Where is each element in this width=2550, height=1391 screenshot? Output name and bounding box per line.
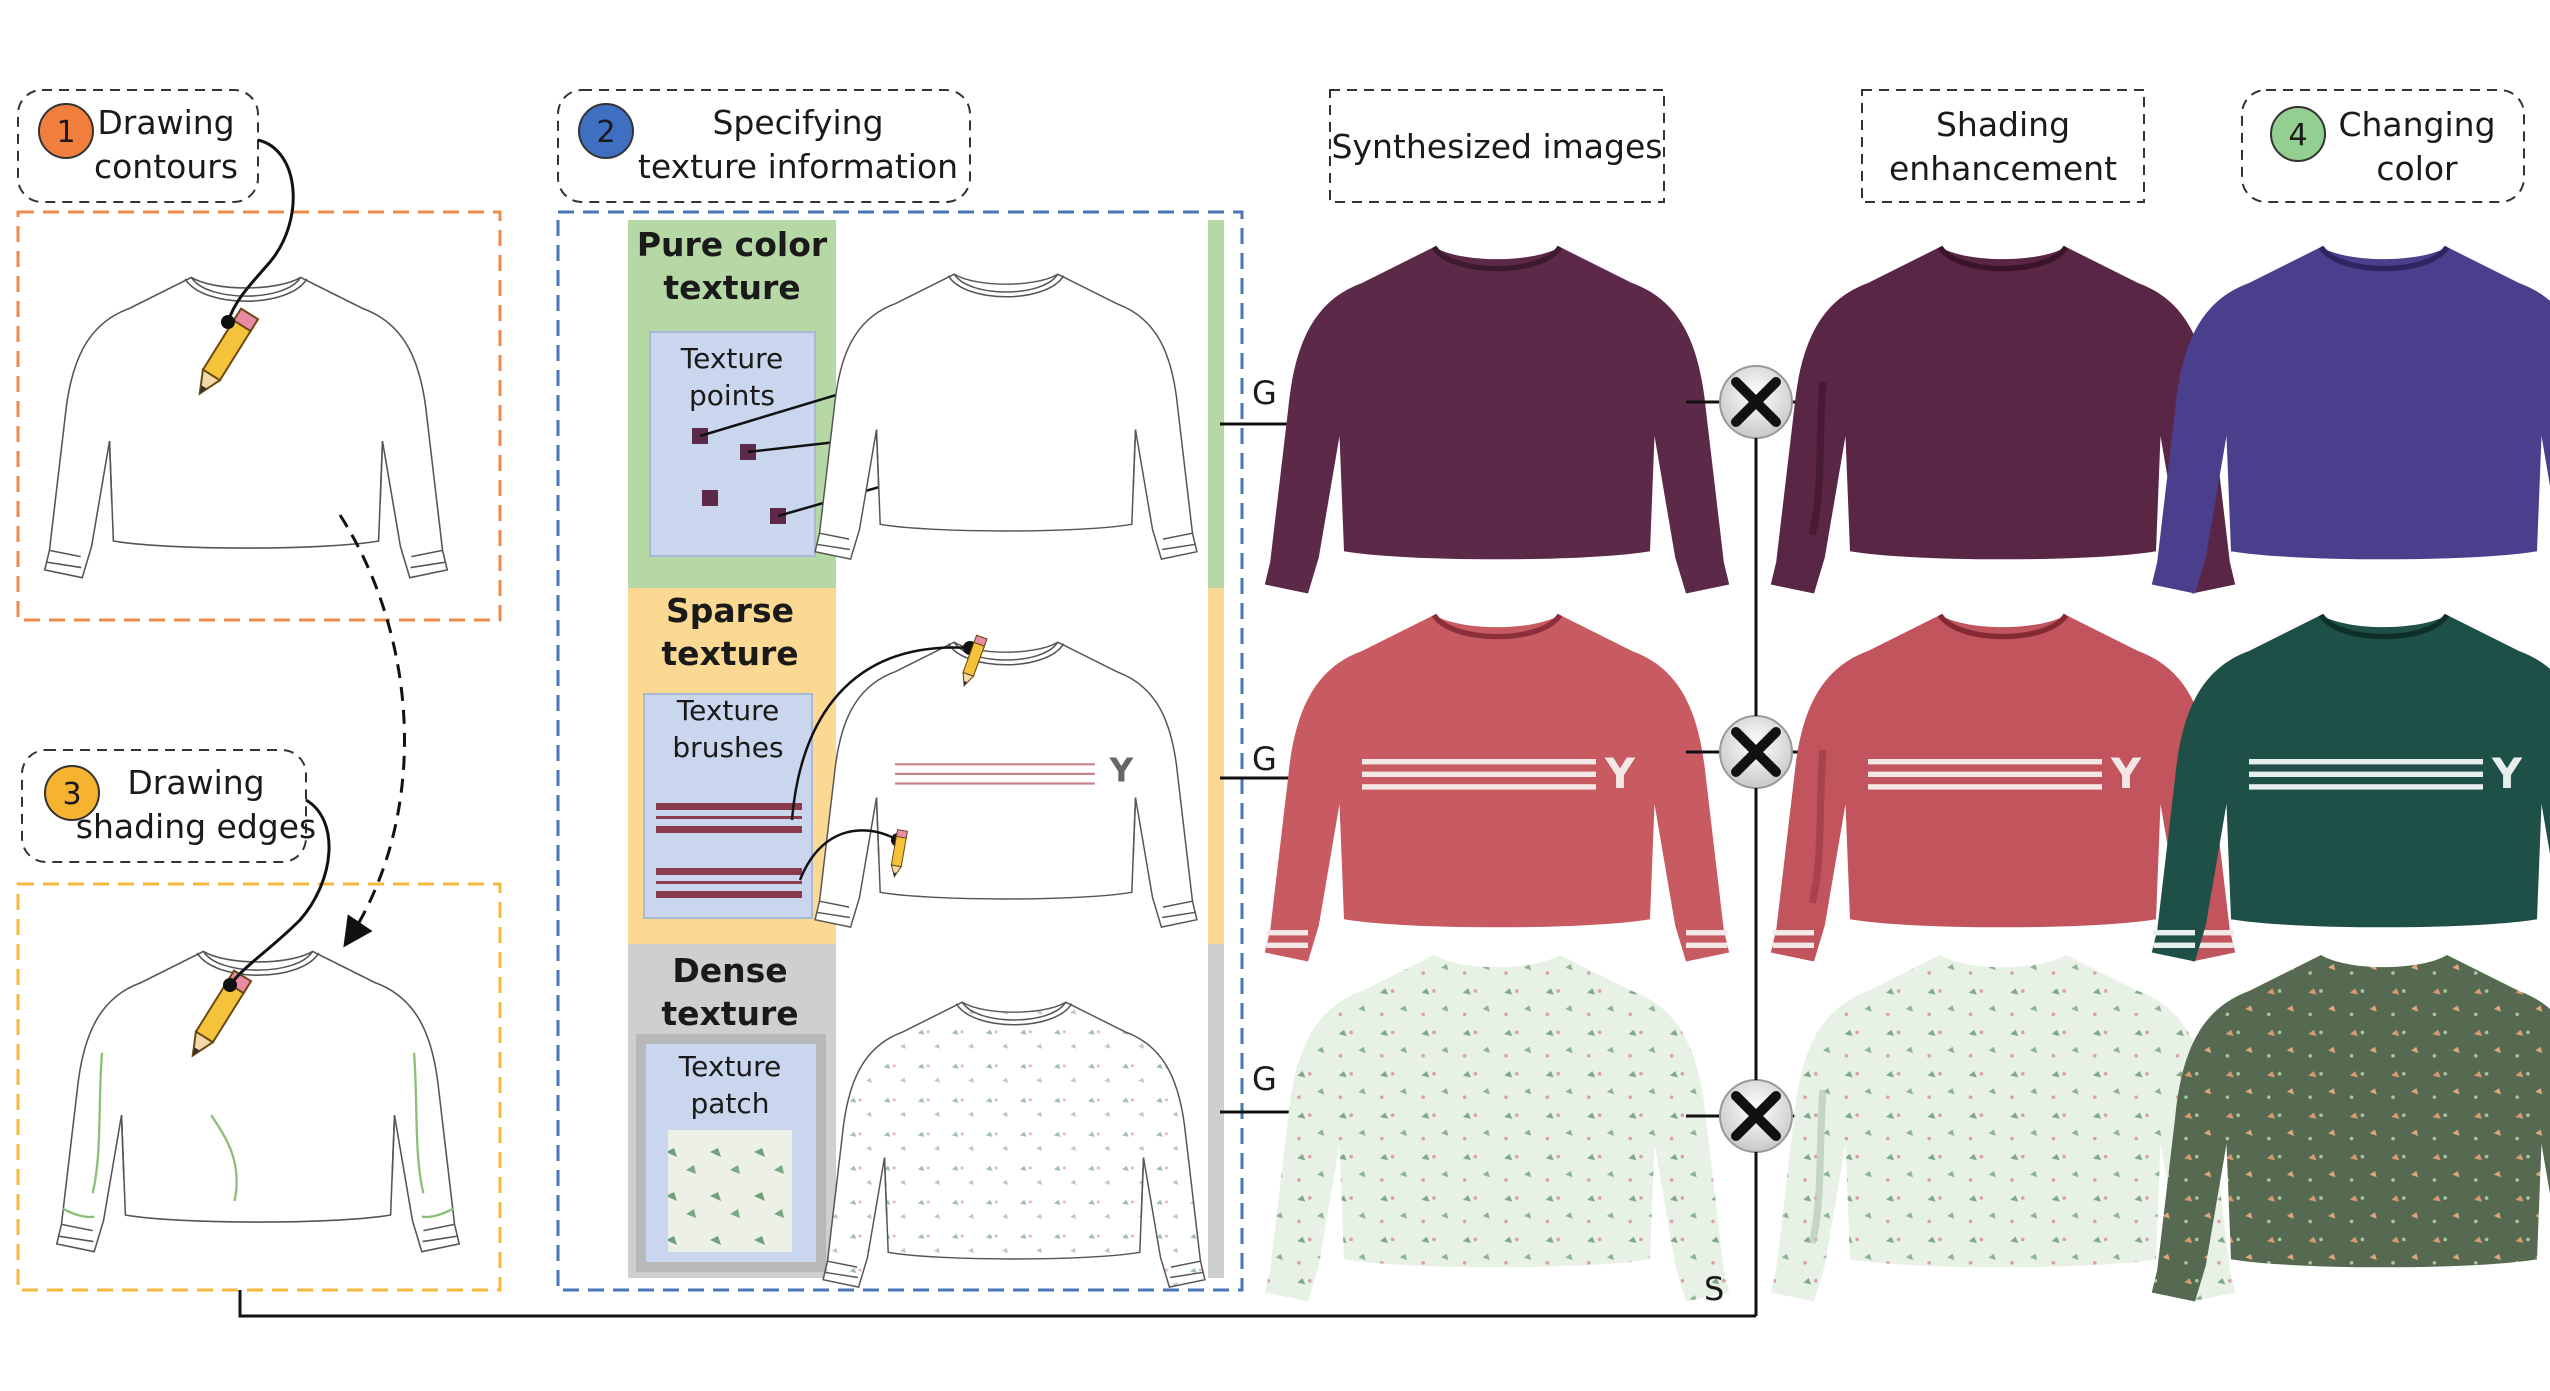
step3-number: 3 [62, 777, 81, 812]
header-shading: Shading enhancement [1861, 89, 2145, 203]
step3-label: 3 Drawing shading edges [21, 749, 317, 863]
synth-plum-sweater [1264, 245, 1730, 594]
pure-color-title-line2: texture [663, 268, 800, 307]
brush-link-2 [798, 829, 899, 881]
g-label-2: G [1252, 740, 1277, 778]
synth-coral-sweater: Y [1264, 613, 1730, 962]
sparse-strip [1208, 588, 1224, 944]
step2-title-line2: texture information [638, 147, 958, 186]
texture-patch-line2: patch [690, 1087, 769, 1120]
header-synthesized-text: Synthesized images [1332, 127, 1663, 166]
pure-color-sketch-sweater [814, 273, 1198, 560]
step1-number-badge [38, 103, 94, 159]
dense-title-line1: Dense [672, 951, 787, 990]
step1-number: 1 [56, 115, 75, 150]
step1-title-line1: Drawing [97, 103, 234, 142]
step4-title-line2: color [2376, 149, 2458, 188]
brush-stripes [656, 803, 802, 898]
pure-color-strip [1208, 220, 1224, 588]
step2-number-badge [578, 103, 634, 159]
texture-patch-line1: Texture [678, 1050, 782, 1083]
texture-points-line2: points [689, 379, 775, 412]
dense-sketch-sweater [822, 1001, 1206, 1288]
shading-sketch-sweater [55, 950, 461, 1253]
texture-patch-swatch [668, 1130, 792, 1252]
g-label-1: G [1252, 374, 1277, 412]
step4-label: 4 Changing color [2241, 89, 2525, 203]
step2-label: 2 Specifying texture information [557, 89, 971, 203]
recolor-indigo-sweater [2151, 245, 2550, 594]
step4-number: 4 [2288, 118, 2307, 153]
sparse-sketch-sweater: Y [814, 641, 1198, 928]
pure-color-title-line1: Pure color [637, 225, 828, 264]
recolor-teal-sweater: Y [2151, 613, 2550, 962]
texture-brushes-line1: Texture [676, 694, 780, 727]
step2-number: 2 [596, 115, 615, 150]
s-label: S [1704, 1270, 1724, 1308]
step3-number-badge [44, 765, 100, 821]
g-label-3: G [1252, 1060, 1277, 1098]
header-shading-line1: Shading [1936, 105, 2070, 144]
step4-number-badge [2270, 106, 2326, 162]
contour-pointer-line [226, 138, 295, 323]
dense-title-line2: texture [661, 994, 798, 1033]
texture-points-line1: Texture [680, 342, 784, 375]
shading-pointer-line [228, 798, 331, 986]
contour-to-shading-arrow [338, 514, 406, 948]
header-shading-line2: enhancement [1889, 149, 2117, 188]
shading-feed-line [238, 1290, 1756, 1318]
header-synthesized: Synthesized images [1329, 89, 1665, 203]
texture-info-frame [556, 210, 1244, 1292]
sparse-title-line2: texture [661, 634, 798, 673]
shading-pointer-dot [223, 978, 237, 992]
synth-coral-logo: Y [1604, 750, 1636, 798]
shading-sketch-frame [16, 882, 502, 1292]
step1-title-line2: contours [94, 147, 238, 186]
step2-title-line1: Specifying [712, 103, 883, 142]
brush-link-1 [790, 646, 971, 821]
sparse-title-line1: Sparse [666, 591, 794, 630]
dense-strip [1208, 944, 1224, 1278]
recolor-teal-logo: Y [2491, 750, 2523, 798]
step3-title-line1: Drawing [127, 763, 264, 802]
step1-label: 1 Drawing contours [17, 89, 259, 203]
shaded-coral-logo: Y [2110, 750, 2142, 798]
contour-pointer-dot [221, 315, 235, 329]
step3-title-line2: shading edges [76, 807, 317, 846]
sparse-sketch-logo: Y [1109, 751, 1134, 789]
texture-brushes-line2: brushes [672, 731, 783, 764]
contour-sketch-frame [16, 210, 502, 622]
step4-title-line1: Changing [2338, 105, 2495, 144]
synth-mint-sweater [1264, 955, 1730, 1302]
